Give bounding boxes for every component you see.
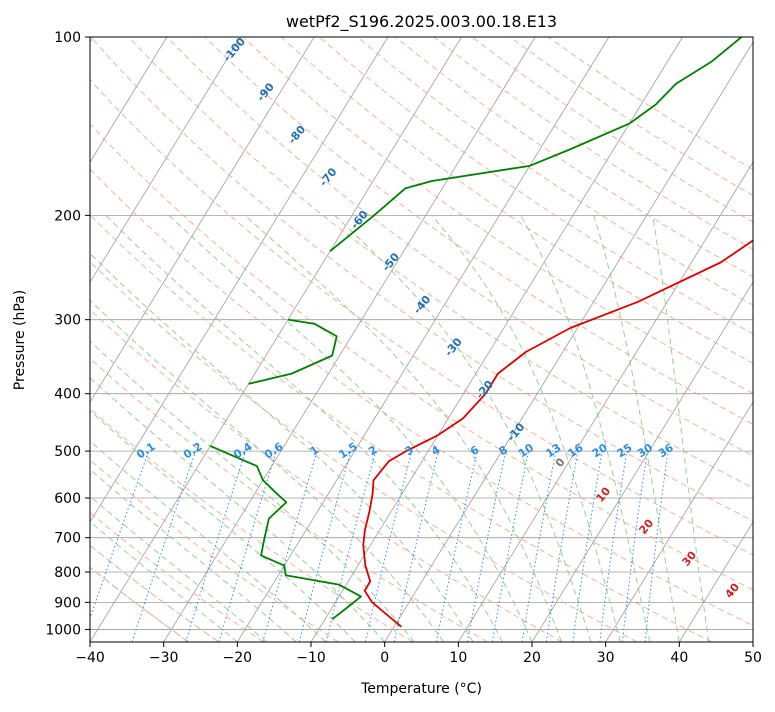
x-axis-label: Temperature (°C): [360, 681, 482, 697]
y-tick-label: 1000: [45, 622, 81, 638]
x-tick-label: 40: [670, 650, 688, 666]
x-tick-label: −30: [149, 650, 179, 666]
y-tick-label: 200: [54, 208, 81, 224]
x-tick-label: 30: [597, 650, 615, 666]
x-tick-label: 0: [380, 650, 389, 666]
x-tick-label: 10: [449, 650, 467, 666]
y-tick-label: 900: [54, 595, 81, 611]
y-tick-label: 800: [54, 565, 81, 581]
y-tick-label: 600: [54, 491, 81, 507]
y-tick-label: 100: [54, 30, 81, 46]
y-axis-label: Pressure (hPa): [12, 290, 28, 390]
x-tick-label: −40: [75, 650, 105, 666]
y-tick-label: 400: [54, 387, 81, 403]
x-tick-label: 50: [744, 650, 762, 666]
x-tick-label: 20: [523, 650, 541, 666]
y-tick-label: 500: [54, 444, 81, 460]
x-tick-label: −10: [296, 650, 326, 666]
x-tick-label: −20: [223, 650, 253, 666]
y-tick-label: 300: [54, 313, 81, 329]
chart-title: wetPf2_S196.2025.003.00.18.E13: [286, 12, 557, 32]
y-tick-label: 700: [54, 531, 81, 547]
